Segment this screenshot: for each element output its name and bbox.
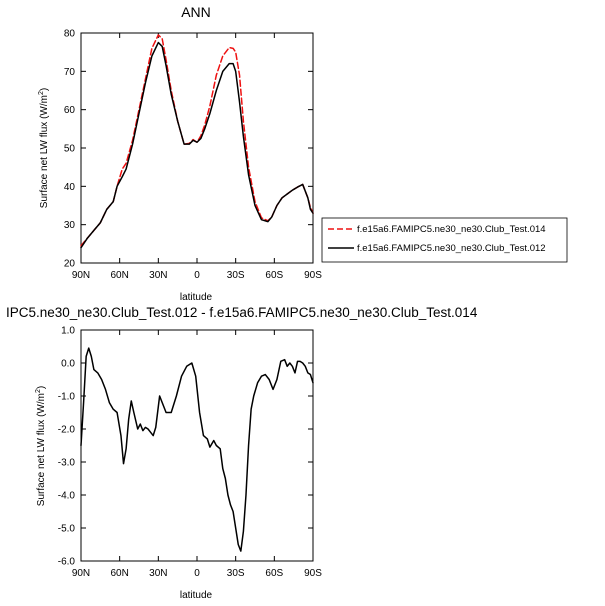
top-x-tick-label: 60N — [110, 270, 128, 281]
legend: f.e15a6.FAMIPC5.ne30_ne30.Club_Test.014 … — [321, 217, 568, 263]
bottom-x-tick-label: 30N — [149, 568, 167, 579]
bottom-y-tick-label: -3.0 — [58, 458, 76, 469]
legend-label-series-2: f.e15a6.FAMIPC5.ne30_ne30.Club_Test.012 — [357, 243, 546, 254]
bottom-series-group — [80, 347, 314, 552]
bottom-x-tick-label: 0 — [194, 568, 200, 579]
top-panel: ANN 90N 60N 30N 0 30S 60S 90S 20 30 40 50 60 70 80 la… — [38, 4, 322, 303]
top-x-tick-label: 60S — [265, 270, 283, 281]
bottom-y-tick-label: 0.0 — [61, 359, 75, 370]
bottom-axis-ticks: 90N 60N 30N 0 30S 60S 90S 1.0 0.0 -1.0 -2.0 -3.0 -4.… — [58, 326, 322, 580]
bottom-y-tick-label: -2.0 — [58, 425, 76, 436]
top-x-tick-label: 90S — [304, 270, 322, 281]
bottom-plot-frame — [80, 329, 314, 562]
bottom-x-tick-label: 60N — [110, 568, 128, 579]
top-y-tick-label: 20 — [64, 259, 76, 270]
top-series-group — [80, 34, 314, 249]
bottom-y-tick-label: -6.0 — [58, 557, 76, 568]
bottom-x-tick-label: 30S — [227, 568, 245, 579]
top-chart-title: ANN — [181, 4, 211, 20]
bottom-y-tick-label: -5.0 — [58, 524, 76, 535]
bottom-y-tick-label: -1.0 — [58, 392, 76, 403]
bottom-x-tick-label: 90S — [304, 568, 322, 579]
top-axis-ticks: 90N 60N 30N 0 30S 60S 90S 20 30 40 50 60 70 80 — [64, 29, 322, 282]
top-series-line-2 — [80, 41, 314, 249]
top-y-axis-label: Surface net LW flux (W/m2) — [38, 88, 50, 208]
bottom-series-line-1 — [80, 347, 314, 552]
top-x-tick-label: 0 — [194, 270, 200, 281]
top-y-tick-label: 60 — [64, 105, 76, 116]
top-y-tick-label: 40 — [64, 182, 76, 193]
top-y-tick-label: 50 — [64, 144, 76, 155]
legend-box — [321, 217, 568, 263]
bottom-x-axis-label: latitude — [180, 590, 213, 601]
top-x-axis-label: latitude — [180, 292, 213, 303]
bottom-chart-title: IPC5.ne30_ne30.Club_Test.012 - f.e15a6.F… — [6, 305, 478, 320]
bottom-x-tick-label: 60S — [265, 568, 283, 579]
legend-label-series-1: f.e15a6.FAMIPC5.ne30_ne30.Club_Test.014 — [357, 224, 546, 235]
bottom-y-axis-label: Surface net LW flux (W/m2) — [35, 386, 47, 506]
top-y-tick-label: 70 — [64, 67, 76, 78]
bottom-y-tick-label: 1.0 — [61, 326, 75, 337]
top-x-tick-label: 30N — [149, 270, 167, 281]
top-y-tick-label: 30 — [64, 220, 76, 231]
top-x-tick-label: 30S — [227, 270, 245, 281]
bottom-x-tick-label: 90N — [72, 568, 90, 579]
top-plot-frame — [80, 32, 314, 264]
top-series-line-1 — [80, 34, 314, 247]
top-y-tick-label: 80 — [64, 29, 76, 40]
bottom-panel: IPC5.ne30_ne30.Club_Test.012 - f.e15a6.F… — [6, 305, 478, 601]
bottom-y-tick-label: -4.0 — [58, 491, 76, 502]
top-x-tick-label: 90N — [72, 270, 90, 281]
